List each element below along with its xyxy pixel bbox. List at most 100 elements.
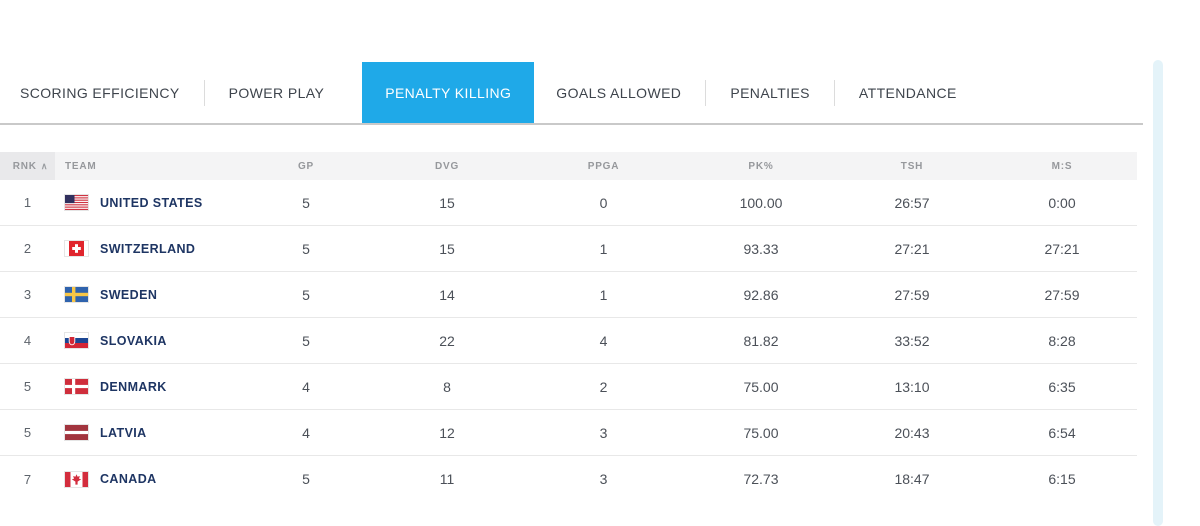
pk-pct-cell: 72.73 — [743, 471, 779, 487]
team-link[interactable]: UNITED STATES — [100, 195, 203, 210]
tab-goals-allowed[interactable]: GOALS ALLOWED — [556, 84, 682, 101]
team-link[interactable]: LATVIA — [100, 425, 147, 440]
tsh-cell: 20:43 — [894, 424, 930, 441]
flag-latvia-icon — [65, 425, 88, 440]
ms-cell: 8:28 — [1048, 332, 1076, 349]
team-link[interactable]: SLOVAKIA — [100, 333, 167, 348]
flag-switzerland-icon — [65, 241, 88, 256]
column-header-ms[interactable]: M:S — [1051, 160, 1073, 172]
ppga-cell: 0 — [599, 194, 608, 211]
column-header-gp[interactable]: GP — [297, 160, 315, 172]
dvg-cell: 8 — [443, 378, 451, 395]
column-header-rnk[interactable]: RNK ∧ — [0, 152, 55, 180]
rank-cell: 1 — [23, 195, 32, 210]
gp-cell: 4 — [302, 378, 310, 395]
table-row: 4 SLOVAKIA 5 22 4 81.82 33:52 8:28 — [0, 318, 1137, 364]
pk-pct-cell: 81.82 — [743, 332, 779, 349]
tsh-cell: 18:47 — [894, 471, 930, 487]
team-cell: DENMARK — [55, 379, 240, 394]
pk-pct-cell: 75.00 — [743, 424, 779, 441]
tab-penalty-killing[interactable]: PENALTY KILLING — [362, 62, 535, 123]
table-row: 5 LATVIA 4 12 3 75.00 20:43 6:54 — [0, 410, 1137, 456]
sort-asc-icon: ∧ — [40, 160, 49, 171]
column-header-team[interactable]: TEAM — [65, 160, 97, 172]
tsh-cell: 26:57 — [894, 194, 930, 211]
team-link[interactable]: SWITZERLAND — [100, 241, 196, 256]
ppga-cell: 1 — [599, 240, 608, 257]
ms-cell: 27:21 — [1044, 240, 1080, 257]
dvg-cell: 12 — [439, 424, 455, 441]
rank-cell: 7 — [23, 471, 32, 487]
ms-cell: 0:00 — [1048, 194, 1076, 211]
flag-united-states-icon — [65, 195, 88, 210]
ms-cell: 6:15 — [1048, 471, 1076, 487]
table-row: 1 UNITED STATES 5 15 0 100.00 26:57 — [0, 180, 1137, 226]
table-header-row: RNK ∧ TEAM GP DVG PPGA PK% TSH M:S — [0, 152, 1137, 180]
ppga-cell: 2 — [599, 378, 608, 395]
ms-cell: 6:35 — [1048, 378, 1076, 395]
tab-scoring-efficiency[interactable]: SCORING EFFICIENCY — [20, 84, 180, 101]
flag-canada-icon — [65, 471, 88, 487]
tsh-cell: 13:10 — [894, 378, 930, 395]
tab-divider — [203, 79, 205, 106]
tab-penalties[interactable]: PENALTIES — [730, 84, 810, 101]
rank-cell: 2 — [23, 241, 32, 256]
tab-attendance[interactable]: ATTENDANCE — [858, 84, 957, 101]
table-row: 2 SWITZERLAND 5 15 1 93.33 27:21 27:21 — [0, 226, 1137, 272]
tab-divider — [833, 79, 835, 106]
penalty-killing-table: RNK ∧ TEAM GP DVG PPGA PK% TSH M:S 1 — [0, 152, 1137, 502]
column-header-dvg[interactable]: DVG — [434, 160, 460, 172]
tsh-cell: 27:21 — [894, 240, 930, 257]
pk-pct-cell: 100.00 — [739, 194, 783, 211]
team-link[interactable]: CANADA — [100, 472, 157, 486]
tab-power-play[interactable]: POWER PLAY — [228, 84, 325, 101]
pk-pct-cell: 75.00 — [743, 378, 779, 395]
flag-denmark-icon — [65, 379, 88, 394]
table-row: 3 SWEDEN 5 14 1 92.86 27:59 27:59 — [0, 272, 1137, 318]
flag-slovakia-icon — [65, 333, 88, 348]
team-link[interactable]: DENMARK — [100, 379, 167, 394]
rank-cell: 4 — [23, 333, 32, 348]
tsh-cell: 33:52 — [894, 332, 930, 349]
gp-cell: 5 — [302, 332, 310, 349]
team-cell: UNITED STATES — [55, 195, 240, 210]
ppga-cell: 3 — [599, 471, 608, 487]
ppga-cell: 1 — [599, 286, 608, 303]
table-row: 5 DENMARK 4 8 2 75.00 13:10 6:35 — [0, 364, 1137, 410]
gp-cell: 5 — [302, 240, 310, 257]
rank-cell: 5 — [23, 425, 32, 440]
ppga-cell: 3 — [599, 424, 608, 441]
ms-cell: 27:59 — [1044, 286, 1080, 303]
team-cell: SLOVAKIA — [55, 333, 240, 348]
stats-tab-bar: SCORING EFFICIENCY POWER PLAY PENALTY KI… — [0, 62, 1143, 125]
team-cell: SWEDEN — [55, 287, 240, 302]
tsh-cell: 27:59 — [894, 286, 930, 303]
rank-cell: 3 — [23, 287, 32, 302]
column-header-tsh[interactable]: TSH — [900, 160, 924, 172]
dvg-cell: 14 — [439, 286, 455, 303]
team-cell: CANADA — [55, 471, 240, 487]
column-header-ppga[interactable]: PPGA — [587, 160, 620, 172]
gp-cell: 5 — [302, 194, 310, 211]
gp-cell: 5 — [302, 471, 310, 487]
rank-cell: 5 — [23, 379, 32, 394]
ms-cell: 6:54 — [1048, 424, 1076, 441]
column-header-pk-pct[interactable]: PK% — [748, 160, 774, 172]
scrollbar-track[interactable] — [1153, 60, 1163, 526]
gp-cell: 4 — [302, 424, 310, 441]
team-link[interactable]: SWEDEN — [100, 287, 158, 302]
gp-cell: 5 — [302, 286, 310, 303]
team-cell: SWITZERLAND — [55, 241, 240, 256]
dvg-cell: 15 — [439, 240, 455, 257]
dvg-cell: 22 — [439, 332, 455, 349]
table-row: 7 CANADA 5 11 3 72.73 18:47 6:15 — [0, 456, 1137, 502]
dvg-cell: 11 — [439, 471, 455, 487]
tab-divider — [705, 79, 707, 106]
pk-pct-cell: 92.86 — [743, 286, 779, 303]
ppga-cell: 4 — [599, 332, 608, 349]
column-header-rnk-label: RNK — [12, 160, 37, 172]
pk-pct-cell: 93.33 — [743, 240, 779, 257]
team-cell: LATVIA — [55, 425, 240, 440]
dvg-cell: 15 — [439, 194, 455, 211]
flag-sweden-icon — [65, 287, 88, 302]
